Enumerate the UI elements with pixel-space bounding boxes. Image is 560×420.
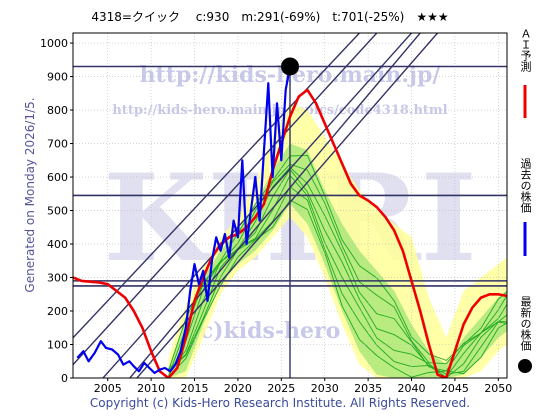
- x-tick-label: 2045: [441, 382, 469, 395]
- y-tick-label: 600: [47, 171, 68, 184]
- x-tick-label: 2030: [311, 382, 339, 395]
- legend-ai-label: ＡＩ予測: [519, 28, 532, 72]
- past-price-line: [76, 66, 292, 375]
- y-tick-label: 1000: [40, 37, 68, 50]
- legend-latest-swatch: [518, 359, 532, 373]
- band-line: [168, 166, 507, 377]
- y-tick-label: 100: [47, 339, 68, 352]
- trend-line: [73, 33, 378, 366]
- x-tick-label: 2050: [484, 382, 512, 395]
- x-tick-label: 2005: [94, 382, 122, 395]
- trend-line: [128, 33, 421, 378]
- y-tick-label: 700: [47, 138, 68, 151]
- chart-title: 4318=クイック c:930 m:291(-69%) t:701(-25%) …: [91, 10, 449, 24]
- y-tick-label: 200: [47, 305, 68, 318]
- trend-line: [102, 33, 413, 378]
- y-axis-ticks: 0 100 200 300 400 500 600 700 800 900 1000: [40, 37, 73, 385]
- ai-forecast-line: [73, 88, 507, 378]
- x-tick-label: 2035: [354, 382, 382, 395]
- y-tick-label: 300: [47, 272, 68, 285]
- band-line: [168, 174, 507, 378]
- legend-latest-label: 最新の株価: [519, 296, 532, 351]
- x-tick-label: 2040: [398, 382, 426, 395]
- trend-line: [73, 33, 360, 339]
- x-tick-label: 2010: [137, 382, 165, 395]
- band-inner-area: [168, 143, 507, 378]
- latest-price-marker: [281, 57, 299, 76]
- band-line: [168, 186, 507, 375]
- copyright-footer: Copyright (c) Kids-Hero Research Institu…: [89, 396, 471, 410]
- y-tick-label: 0: [61, 372, 68, 385]
- legend-past-label: 過去の株価: [519, 158, 532, 213]
- watermark-topic-url: http://kids-hero.main.jp/topics/code4318…: [112, 103, 447, 118]
- series-layer: [73, 66, 507, 378]
- watermark-bottom: c)kids-hero: [200, 318, 341, 344]
- band-line: [168, 154, 507, 372]
- plot-frame: [72, 32, 508, 379]
- y-tick-label: 800: [47, 104, 68, 117]
- x-tick-label: 2025: [267, 382, 295, 395]
- trend-lines: [73, 33, 439, 378]
- x-tick-label: 2015: [181, 382, 209, 395]
- x-axis-ticks: 2005 2010 2015 2020 2025 2030 2035 2040 2045 2050: [94, 378, 512, 395]
- y-tick-label: 500: [47, 205, 68, 218]
- y-tick-label: 400: [47, 238, 68, 251]
- trend-line: [135, 33, 439, 378]
- x-tick-label: 2020: [224, 382, 252, 395]
- y-tick-label: 900: [47, 71, 68, 84]
